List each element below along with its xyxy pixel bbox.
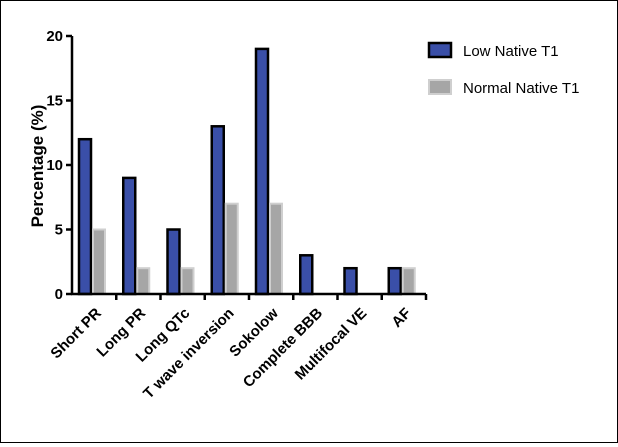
y-tick-label: 15 [46,93,63,110]
bar-low-3 [168,230,180,295]
legend-swatch-normal [429,80,451,94]
y-tick-label: 20 [46,28,63,45]
legend-swatch-low [429,43,451,57]
y-tick-label: 10 [46,157,63,174]
y-axis-title: Percentage (%) [28,105,47,228]
bar-normal-3 [182,268,194,294]
bar-normal-1 [93,230,105,295]
bar-normal-4 [226,204,238,294]
bar-normal-5 [270,204,282,294]
bar-low-8 [389,268,401,294]
bar-normal-2 [137,268,149,294]
y-tick-label: 0 [55,286,63,303]
legend-label-normal: Normal Native T1 [463,80,579,97]
bar-low-6 [300,255,312,294]
x-tick-label: AF [388,305,414,331]
legend: Low Native T1 Normal Native T1 [429,43,579,97]
x-tick-label: Complete BBB [240,305,326,391]
bar-normal-8 [403,268,415,294]
bar-low-4 [212,126,224,294]
y-tick-label: 5 [55,222,63,239]
bar-low-5 [256,49,268,294]
x-tick-label: Short PR [47,305,105,363]
bar-low-2 [123,178,135,294]
bar-low-7 [345,268,357,294]
bar-low-1 [79,139,91,294]
legend-label-low: Low Native T1 [463,43,559,60]
